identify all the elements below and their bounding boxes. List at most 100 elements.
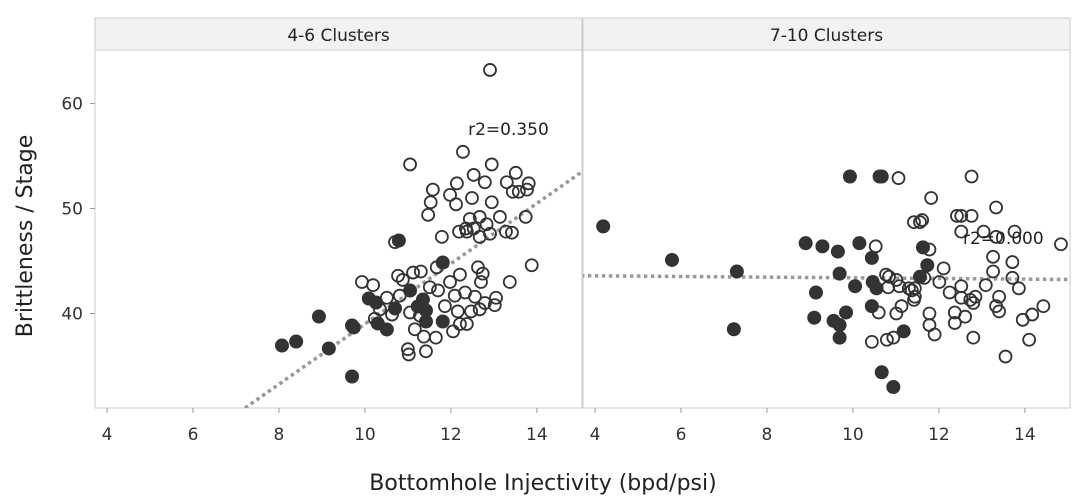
data-point-open (505, 184, 520, 199)
data-point-filled (391, 233, 406, 248)
data-point-open (443, 187, 457, 202)
data-point-open (954, 224, 969, 239)
data-point-open (453, 267, 467, 282)
data-point-open (1005, 270, 1020, 285)
data-point-open (355, 275, 369, 289)
data-point-open (466, 168, 481, 182)
data-point-open (915, 213, 930, 227)
data-point-open (989, 229, 1003, 244)
data-point-open (907, 215, 921, 230)
panel-2: 7-10 Clusters 4 6 8 10 12 14 r2=0.000 (582, 17, 1071, 445)
data-point-open (450, 176, 464, 191)
x-tick-label: 8 (274, 425, 285, 445)
data-point-open (891, 171, 906, 185)
data-point-open (1025, 307, 1040, 322)
trendline (583, 273, 1070, 282)
data-point-open (493, 210, 507, 224)
panel-1: 4-6 Clusters 4 6 8 10 12 14 40 50 60 r2=0.350 (61, 17, 583, 445)
data-point-open (864, 334, 879, 349)
data-point-filled (435, 255, 450, 270)
data-point-filled (596, 219, 611, 234)
data-point-open (425, 182, 440, 197)
data-point-open (489, 290, 503, 305)
r2-annotation: r2=0.350 (468, 120, 549, 140)
data-point-open (1036, 299, 1051, 314)
data-point-open (904, 283, 919, 298)
data-point-filled (864, 299, 879, 314)
data-point-open (1054, 237, 1068, 252)
data-point-open (403, 157, 417, 172)
data-point-open (868, 239, 883, 254)
data-point-filled (886, 380, 901, 395)
data-point-open (450, 304, 465, 319)
y-axis-title: Brittleness / Stage (13, 135, 38, 338)
data-point-open (986, 249, 1000, 264)
data-point-filled (842, 169, 857, 184)
data-point-filled (808, 285, 823, 300)
data-point-open (958, 309, 973, 324)
data-point-open (456, 144, 470, 159)
data-point-filled (321, 341, 336, 356)
data-point-open (453, 317, 467, 331)
data-point-open (413, 264, 428, 279)
data-point-filled (874, 365, 889, 380)
data-point-filled (848, 279, 863, 294)
plot-area (583, 169, 1070, 395)
data-point-open (1007, 224, 1022, 239)
data-point-filled (839, 305, 854, 320)
data-point-open (518, 210, 533, 224)
data-point-open (942, 285, 957, 300)
data-point-open (966, 330, 981, 345)
data-point-filled (418, 314, 433, 329)
x-tick-label: 6 (188, 425, 199, 445)
data-point-open (922, 306, 937, 321)
data-point-open (407, 322, 422, 337)
data-point-open (964, 169, 979, 184)
data-point-filled (726, 322, 741, 337)
data-point-open (992, 304, 1006, 319)
data-point-open (950, 208, 964, 223)
data-point-filled (830, 244, 845, 259)
facet-strip (582, 17, 1071, 51)
plot-frame (94, 49, 583, 409)
data-point-open (449, 197, 463, 212)
data-point-open (966, 296, 981, 310)
data-point-open (894, 299, 909, 314)
x-tick-label: 14 (1014, 425, 1036, 445)
data-point-open (954, 208, 969, 223)
data-point-filled (864, 250, 879, 265)
data-point-open (468, 289, 482, 304)
data-point-open (483, 226, 497, 241)
data-point-open (505, 225, 519, 240)
y-tick-label: 60 (61, 95, 83, 115)
data-point-filled (379, 322, 394, 337)
data-point-filled (869, 281, 884, 296)
data-point-open (976, 224, 991, 239)
data-point-open (465, 191, 479, 205)
data-point-open (459, 221, 473, 236)
data-point-open (434, 229, 449, 244)
data-point-open (452, 224, 466, 239)
x-tick-label: 4 (590, 425, 601, 445)
data-point-open (998, 349, 1013, 364)
y-tick-label: 50 (61, 200, 83, 220)
data-point-filled (345, 369, 360, 384)
data-point-filled (896, 324, 911, 339)
data-point-open (520, 182, 534, 197)
data-point-open (437, 299, 452, 314)
data-point-open (879, 332, 894, 347)
data-point-open (886, 330, 901, 345)
x-tick-label: 10 (842, 425, 864, 445)
data-point-filled (346, 320, 361, 335)
x-axis-title: Bottomhole Injectivity (bpd/psi) (369, 471, 716, 496)
data-point-open (472, 302, 487, 317)
data-point-open (889, 273, 904, 287)
x-tick-label: 4 (102, 425, 113, 445)
data-point-open (487, 298, 502, 313)
data-point-filled (832, 330, 847, 345)
data-point-open (499, 175, 514, 190)
plot-area (244, 63, 582, 408)
data-point-open (954, 279, 969, 294)
data-point-open (968, 289, 983, 304)
y-tick-label: 40 (61, 305, 83, 325)
